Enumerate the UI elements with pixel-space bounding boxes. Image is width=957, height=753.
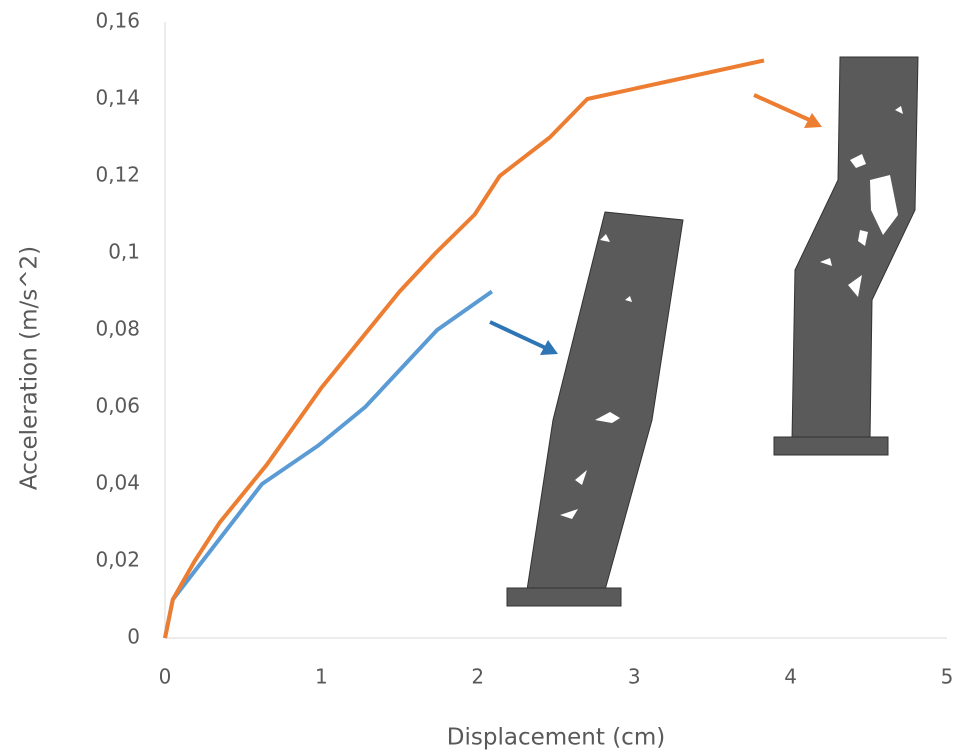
arrow-head bbox=[804, 113, 822, 128]
column-illustrations bbox=[489, 56, 919, 607]
data-line bbox=[163, 58, 765, 639]
y-tick-label: 0,08 bbox=[95, 317, 140, 341]
column-base-1 bbox=[506, 587, 622, 607]
x-axis-title: Displacement (cm) bbox=[447, 725, 665, 751]
y-tick-label: 0,1 bbox=[108, 240, 140, 264]
y-axis-title: Acceleration (m/s^2) bbox=[17, 246, 43, 490]
x-tick-label: 4 bbox=[784, 665, 797, 689]
x-tick-label: 1 bbox=[315, 665, 328, 689]
x-tick-label: 5 bbox=[941, 665, 954, 689]
x-tick-label: 3 bbox=[628, 665, 641, 689]
data-line bbox=[163, 289, 494, 639]
damaged-column-1 bbox=[526, 211, 684, 591]
y-tick-label: 0 bbox=[127, 625, 140, 649]
y-tick-label: 0,16 bbox=[95, 9, 140, 33]
x-tick-label: 2 bbox=[471, 665, 484, 689]
y-tick-label: 0,06 bbox=[95, 394, 140, 418]
x-tick-label: 0 bbox=[159, 665, 172, 689]
y-tick-label: 0,02 bbox=[95, 548, 140, 572]
column-base-2 bbox=[773, 436, 889, 456]
y-tick-label: 0,12 bbox=[95, 163, 140, 187]
arrow bbox=[489, 320, 551, 352]
arrow-head bbox=[540, 340, 558, 355]
crack bbox=[820, 106, 903, 297]
arrow bbox=[753, 93, 815, 124]
damaged-column-2 bbox=[791, 56, 919, 441]
y-tick-label: 0,04 bbox=[95, 471, 140, 495]
y-tick-label: 0,14 bbox=[95, 86, 140, 110]
